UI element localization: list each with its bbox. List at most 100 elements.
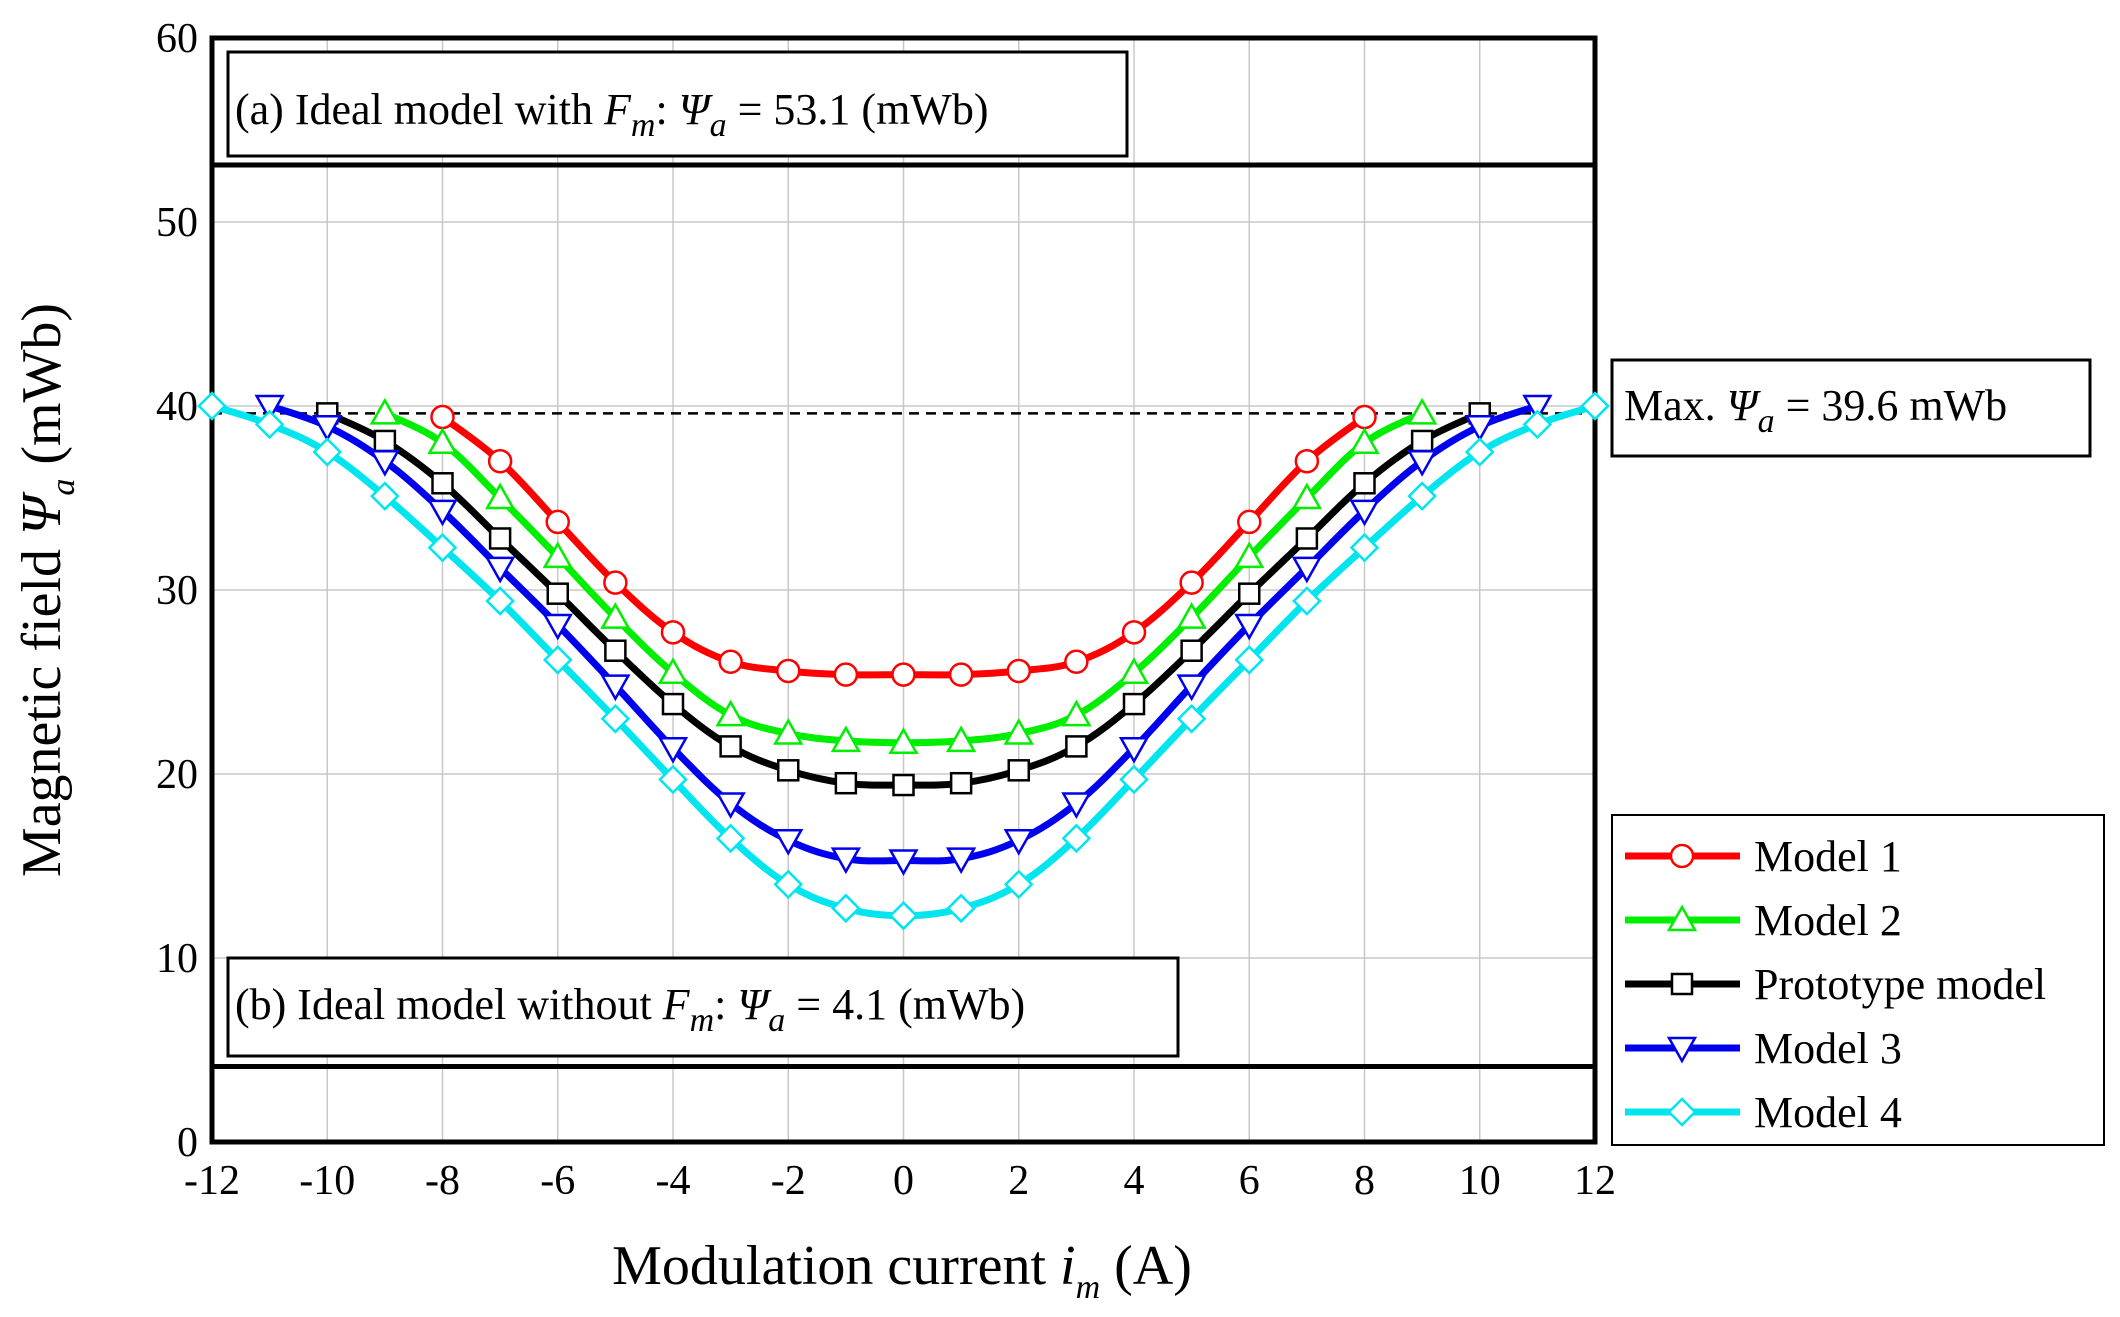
data-point [1349,499,1380,527]
data-point [369,449,401,477]
data-point [948,662,974,687]
data-point [542,645,573,675]
data-point [485,586,515,616]
data-point [888,727,919,754]
data-point [1122,692,1146,716]
data-point [946,893,976,924]
data-point [776,658,801,684]
data-point [1234,645,1265,675]
data-point [600,602,631,629]
y-axis-unit: (mWb) [11,303,73,479]
data-point [542,541,573,569]
x-tick-label: -6 [540,1158,575,1204]
legend-marker [1670,972,1694,996]
data-point [542,613,573,641]
data-point [427,427,458,455]
data-point [773,869,804,900]
x-tick-labels: -12 -10 -8 -6 -4 -2 0 2 4 6 8 10 12 [184,1158,1616,1204]
data-point [1064,649,1089,675]
data-point [657,736,689,764]
data-point [1237,509,1262,535]
data-point [658,764,688,795]
data-point [1176,704,1207,734]
y-tick-labels: 0 10 20 30 40 50 60 [156,16,198,1166]
annotation-a-box [226,50,1129,158]
data-point [888,900,919,931]
data-series [197,391,1610,931]
data-point [254,409,285,440]
data-point [777,759,800,782]
data-point [312,437,343,467]
legend-marker [1666,1036,1698,1064]
data-point [431,472,454,495]
data-point [715,823,746,854]
y-tick-label: 10 [156,936,198,982]
data-point [1176,602,1207,629]
data-point [370,481,400,511]
data-point [1006,658,1031,684]
x-tick-label: 8 [1354,1158,1375,1204]
data-point [603,570,628,595]
annotation-max-box [1610,358,2092,458]
data-point [487,448,513,474]
data-point [718,649,743,675]
series-prototype-model [316,402,1491,797]
data-point [661,692,685,716]
data-point [1003,717,1034,745]
data-point [1238,582,1261,605]
data-point [430,404,455,430]
data-point [715,699,746,727]
data-point [773,717,804,745]
legend-label: Model 1 [1754,832,1902,881]
legend-label: Prototype model [1754,960,2046,1009]
data-point [1406,397,1438,425]
x-tick-label: 2 [1008,1158,1029,1204]
y-axis-title-main: Magnetic field [11,535,73,877]
legend-item: Prototype model [1625,960,2046,1009]
data-point [892,773,915,797]
data-point [1464,414,1495,442]
data-point [1176,674,1207,702]
data-point [1349,427,1380,455]
data-point [545,509,570,535]
x-axis-title-main: Modulation current [612,1235,1060,1297]
data-point [719,735,742,758]
annotation-b-box [226,956,1180,1058]
series-model-2 [369,397,1438,754]
data-point [1003,828,1034,856]
data-point [657,657,689,685]
data-point [1061,792,1092,819]
series-model-4 [197,391,1610,931]
data-point [1061,823,1092,854]
data-point [891,662,916,687]
legend-label: Model 4 [1754,1088,1902,1137]
legend-label: Model 3 [1754,1024,1902,1073]
data-point [1234,541,1265,569]
x-tick-label: 10 [1459,1158,1501,1204]
x-axis-var-sub: m [1076,1269,1101,1306]
plot-area-frame [209,35,1598,1145]
data-point [600,674,631,702]
data-point [1349,532,1380,563]
x-tick-label: 4 [1124,1158,1145,1204]
data-point [1294,448,1320,474]
data-point [1003,869,1034,900]
data-point [1118,736,1150,764]
data-point [1522,394,1553,422]
data-point [484,482,516,510]
legend-label: Model 2 [1754,896,1902,945]
data-point [1353,472,1376,495]
data-point [546,582,569,605]
legend-box [1611,814,2105,1146]
x-tick-label: -10 [299,1158,355,1204]
x-tick-label: 0 [893,1158,914,1204]
y-axis-title: Magnetic field Ψa (mWb) [11,303,82,877]
y-tick-label: 50 [156,200,198,246]
data-point [830,847,862,875]
annotation-b-text: (b) Ideal model without Fm: Ψa = 4.1 (mW… [235,980,1025,1039]
x-axis-title: Modulation current im (A) [612,1235,1192,1306]
annotation-max-text: Max. Ψa = 39.6 mWb [1624,381,2007,440]
legend-marker [1667,1097,1697,1127]
legend: Model 1 Model 2 Prototype model Model 3 Mode… [1625,832,2046,1137]
